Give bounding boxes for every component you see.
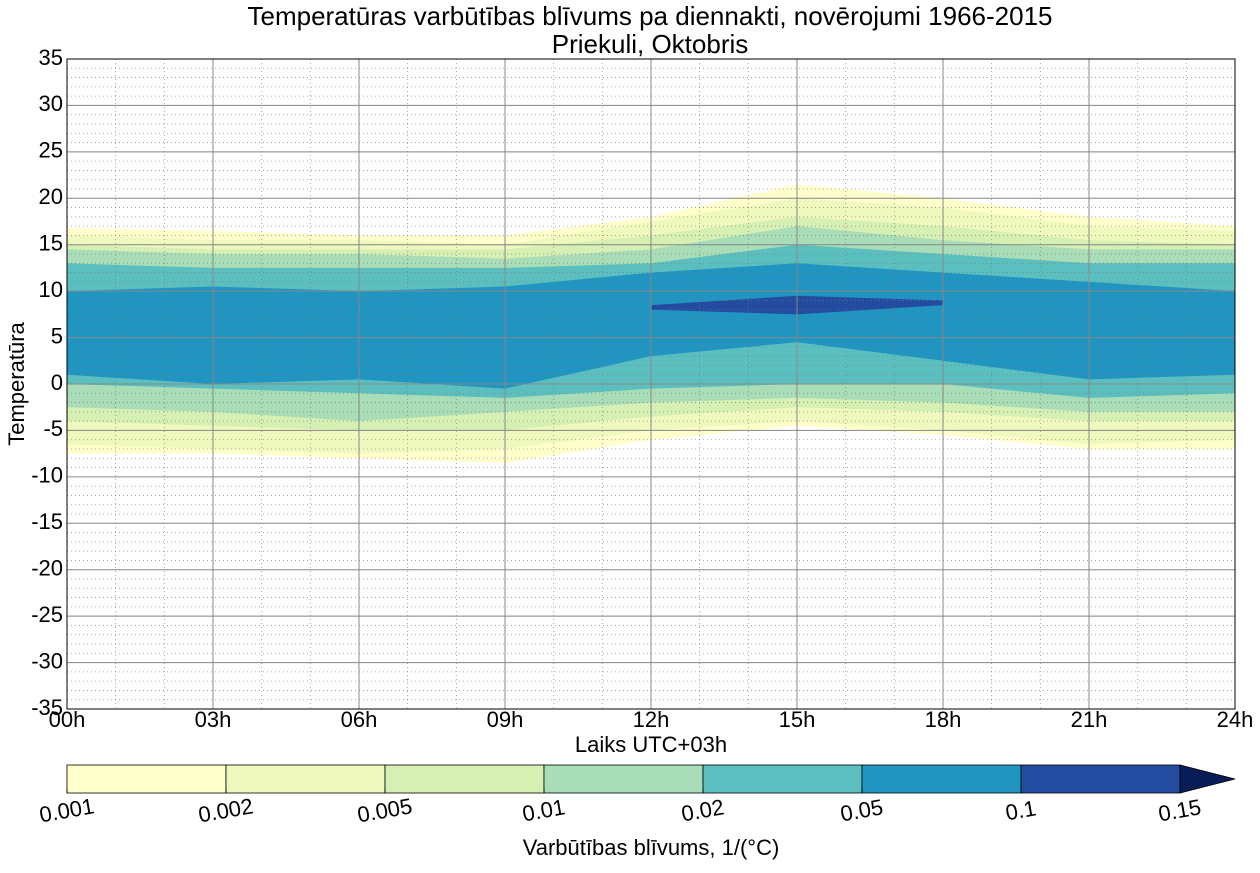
y-tick-label: 10 <box>39 277 63 302</box>
y-tick-label: 25 <box>39 138 63 163</box>
y-tick-label: 35 <box>39 45 63 70</box>
x-tick-label: 21h <box>1071 707 1108 732</box>
colorbar-tick-label: 0.15 <box>1156 794 1203 826</box>
colorbar-swatch <box>384 764 545 794</box>
colorbar-tick-label: 0.02 <box>679 794 726 826</box>
y-tick-label: 20 <box>39 184 63 209</box>
colorbar-extend <box>1179 764 1236 794</box>
y-tick-label: -5 <box>43 416 63 441</box>
colorbar-tick-label: 0.1 <box>1003 795 1037 825</box>
x-tick-label: 06h <box>341 707 378 732</box>
colorbar-swatch <box>861 764 1022 794</box>
colorbar-swatch <box>543 764 704 794</box>
y-tick-label: 0 <box>51 370 63 395</box>
y-axis-label: Temperatūra <box>4 321 29 445</box>
colorbar-swatch <box>225 764 386 794</box>
colorbar-tick-label: 0.05 <box>838 794 885 826</box>
colorbar-swatch <box>702 764 863 794</box>
x-tick-label: 09h <box>487 707 524 732</box>
x-tick-label: 12h <box>633 707 670 732</box>
x-tick-label: 15h <box>779 707 816 732</box>
colorbar-tick-label: 0.002 <box>196 793 255 827</box>
y-tick-label: 5 <box>51 323 63 348</box>
colorbar-tick-label: 0.001 <box>37 793 96 827</box>
x-tick-label: 18h <box>925 707 962 732</box>
y-tick-label: -15 <box>31 509 63 534</box>
y-tick-label: 30 <box>39 91 63 116</box>
plot-frame <box>66 58 1236 710</box>
colorbar-swatch <box>66 764 227 794</box>
x-tick-label: 00h <box>49 707 86 732</box>
y-tick-label: -35 <box>31 695 63 720</box>
y-tick-label: -10 <box>31 463 63 488</box>
y-tick-label: -30 <box>31 648 63 673</box>
y-tick-label: 15 <box>39 231 63 256</box>
x-axis-label: Laiks UTC+03h <box>575 732 727 757</box>
x-tick-label: 03h <box>195 707 232 732</box>
colorbar-tick-label: 0.005 <box>355 793 414 827</box>
chart-title: Temperatūras varbūtības blīvums pa dienn… <box>247 1 1052 31</box>
y-tick-label: -25 <box>31 602 63 627</box>
x-tick-label: 24h <box>1217 707 1254 732</box>
colorbar-tick-label: 0.01 <box>520 794 567 826</box>
y-tick-label: -20 <box>31 556 63 581</box>
colorbar-label: Varbūtības blīvums, 1/(°C) <box>523 835 780 860</box>
colorbar-swatch <box>1020 764 1181 794</box>
chart-subtitle: Priekuli, Oktobris <box>552 29 749 59</box>
